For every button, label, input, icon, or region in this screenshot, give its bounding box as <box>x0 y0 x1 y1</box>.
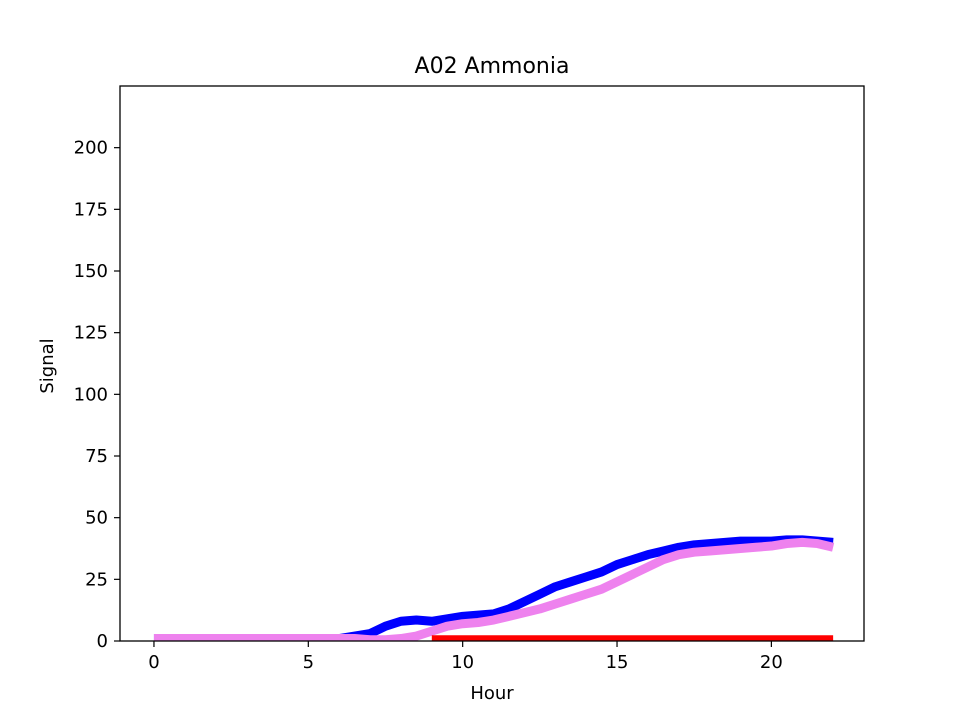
y-tick-label: 50 <box>85 508 108 529</box>
x-tick-label: 15 <box>606 652 629 673</box>
x-tick-label: 0 <box>148 652 159 673</box>
series-line-2 <box>153 537 835 641</box>
x-tick-label: 10 <box>451 652 474 673</box>
x-tick-label: 5 <box>303 652 314 673</box>
y-tick-label: 200 <box>74 138 108 159</box>
plot-frame <box>119 85 865 642</box>
x-tick-label: 20 <box>760 652 783 673</box>
y-tick-label: 25 <box>85 569 108 590</box>
y-axis: 0 25 50 75 100 125 150 175 200 <box>74 138 120 652</box>
y-tick-label: 175 <box>74 199 108 220</box>
y-tick-label: 150 <box>74 261 108 282</box>
x-axis-label: Hour <box>470 683 514 704</box>
y-tick-label: 0 <box>97 631 108 652</box>
y-tick-label: 75 <box>85 446 108 467</box>
chart-title: A02 Ammonia <box>415 54 570 79</box>
y-tick-label: 125 <box>74 323 108 344</box>
x-axis: 0 5 10 15 20 <box>148 641 783 673</box>
y-tick-label: 100 <box>74 384 108 405</box>
y-axis-label: Signal <box>37 338 58 393</box>
